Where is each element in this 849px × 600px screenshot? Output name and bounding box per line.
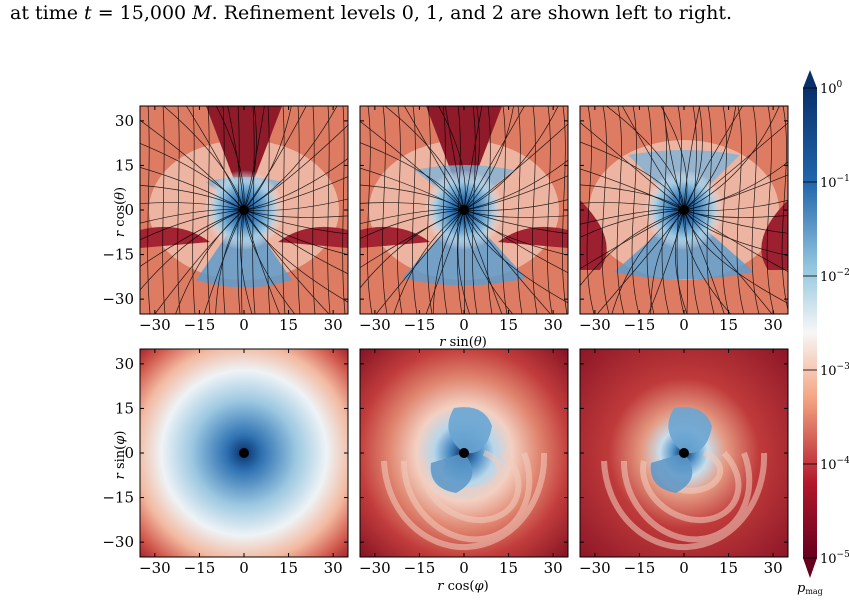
panel-refinement-level-0-poloidal xyxy=(140,106,348,314)
colorbar-tick-label: 10−5 xyxy=(820,550,849,567)
black-hole-marker xyxy=(459,448,469,458)
colorbar-tick-label: 10−2 xyxy=(820,268,849,285)
x-tick-label: −30 xyxy=(359,316,391,334)
x-tick-label: 15 xyxy=(719,559,738,577)
y-tick-label: 0 xyxy=(124,444,134,462)
x-tick-label: −15 xyxy=(404,316,436,334)
x-tick-label: −30 xyxy=(579,559,611,577)
x-tick-label: 0 xyxy=(459,559,469,577)
panel-refinement-level-0-equatorial xyxy=(140,349,348,557)
x-tick-label: 30 xyxy=(544,559,563,577)
x-tick-label: 0 xyxy=(459,316,469,334)
y-tick-label: −15 xyxy=(102,246,134,264)
colorbar-tick-label: 10−1 xyxy=(820,174,849,191)
y-tick-label: −15 xyxy=(102,489,134,507)
x-tick-label: −15 xyxy=(624,559,656,577)
x-tick-label: 30 xyxy=(324,559,343,577)
y-tick-label: 15 xyxy=(115,156,134,174)
y-tick-label: −30 xyxy=(102,290,134,308)
black-hole-marker xyxy=(459,205,469,215)
x-tick-label: 15 xyxy=(499,559,518,577)
x-tick-label: 30 xyxy=(544,316,563,334)
bottom-x-axis-label: r cos(φ) xyxy=(437,579,488,594)
colorbar: 100 10−1 10−2 10−3 10−4 10−5 pmag xyxy=(797,70,849,596)
x-tick-label: 0 xyxy=(239,559,249,577)
top-x-axis-label: r sin(θ) xyxy=(439,335,487,350)
x-tick-label: −15 xyxy=(624,316,656,334)
top-y-axis-label: r cos(θ) xyxy=(113,187,128,237)
y-tick-label: 0 xyxy=(124,201,134,219)
x-tick-label: 0 xyxy=(679,316,689,334)
y-tick-label: 30 xyxy=(115,355,134,373)
x-tick-label: −15 xyxy=(404,559,436,577)
black-hole-marker xyxy=(239,205,249,215)
x-tick-label: −30 xyxy=(139,316,171,334)
panel-refinement-level-1-poloidal xyxy=(360,106,568,314)
x-tick-label: 15 xyxy=(279,559,298,577)
x-tick-label: 30 xyxy=(764,316,783,334)
colorbar-tick-label: 10−3 xyxy=(820,362,849,379)
x-tick-label: 0 xyxy=(679,559,689,577)
x-tick-label: −30 xyxy=(579,316,611,334)
x-tick-label: −30 xyxy=(139,559,171,577)
colorbar-tick-label: 100 xyxy=(820,80,843,97)
x-tick-label: 30 xyxy=(764,559,783,577)
y-tick-label: 30 xyxy=(115,112,134,130)
colorbar-label: pmag xyxy=(797,581,823,596)
panel-refinement-level-2-poloidal xyxy=(580,106,788,314)
black-hole-marker xyxy=(239,448,249,458)
panel-refinement-level-1-equatorial xyxy=(360,349,568,557)
colorbar-bottom-arrow xyxy=(803,558,817,578)
x-tick-label: 30 xyxy=(324,316,343,334)
figure-caption: at time t = 15,000 M. Refinement levels … xyxy=(10,2,733,24)
x-tick-label: −15 xyxy=(184,316,216,334)
y-tick-label: −30 xyxy=(102,533,134,551)
x-tick-label: 15 xyxy=(499,316,518,334)
colorbar-tick-label: 10−4 xyxy=(820,456,849,473)
x-tick-label: 0 xyxy=(239,316,249,334)
colorbar-gradient xyxy=(803,88,817,558)
x-tick-label: −15 xyxy=(184,559,216,577)
black-hole-marker xyxy=(679,448,689,458)
x-tick-label: 15 xyxy=(719,316,738,334)
bottom-y-axis-label: r sin(φ) xyxy=(113,431,128,480)
x-tick-label: −30 xyxy=(359,559,391,577)
colorbar-top-arrow xyxy=(803,70,817,88)
y-tick-label: 15 xyxy=(115,399,134,417)
black-hole-marker xyxy=(679,205,689,215)
x-tick-label: 15 xyxy=(279,316,298,334)
panel-refinement-level-2-equatorial xyxy=(580,349,788,557)
